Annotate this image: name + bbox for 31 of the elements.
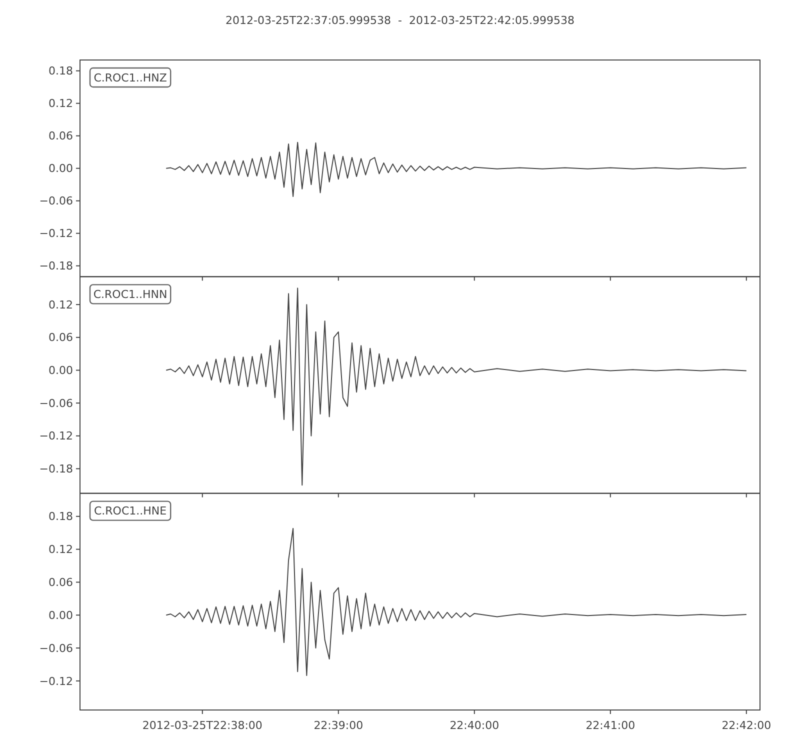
annotation: C.ROC1..HNZ <box>94 71 168 84</box>
x-tick-label: 22:42:00 <box>722 719 772 732</box>
line-series <box>166 142 747 197</box>
y-tick-label: 0.00 <box>48 364 73 378</box>
chart-title: 2012-03-25T22:37:05.999538 - 2012-03-25T22:42:05.999538 <box>225 14 575 27</box>
y-tick-label: 0.12 <box>48 543 73 556</box>
y-tick-label: −0.06 <box>39 396 73 410</box>
annotation: C.ROC1..HNN <box>93 288 168 302</box>
y-tick-label: −0.12 <box>39 430 73 443</box>
y-tick-label: −0.18 <box>39 462 73 476</box>
y-tick-label: −0.12 <box>39 227 73 240</box>
y-tick-label: 0.00 <box>48 162 73 176</box>
x-tick-label: 22:39:00 <box>314 719 364 732</box>
y-tick-label: −0.18 <box>39 260 73 273</box>
y-tick-label: 0.18 <box>48 64 73 78</box>
x-tick-label: 2012-03-25T22:38:00 <box>142 719 262 732</box>
annotation: C.ROC1..HNE <box>94 504 167 518</box>
y-tick-label: 0.12 <box>48 97 73 110</box>
x-tick-label: 22:40:00 <box>450 719 500 732</box>
line-series <box>166 288 747 486</box>
y-tick-label: −0.06 <box>39 642 73 655</box>
y-tick-label: 0.12 <box>48 298 73 312</box>
line-series <box>166 528 747 676</box>
y-tick-label: 0.06 <box>48 331 73 344</box>
y-tick-label: 0.00 <box>48 608 73 622</box>
y-tick-label: 0.06 <box>48 576 73 590</box>
y-tick-label: −0.06 <box>39 194 73 208</box>
y-tick-label: 0.06 <box>48 130 73 143</box>
y-tick-label: 0.18 <box>48 510 73 524</box>
y-tick-label: −0.12 <box>39 674 73 688</box>
x-tick-label: 22:41:00 <box>586 719 636 732</box>
